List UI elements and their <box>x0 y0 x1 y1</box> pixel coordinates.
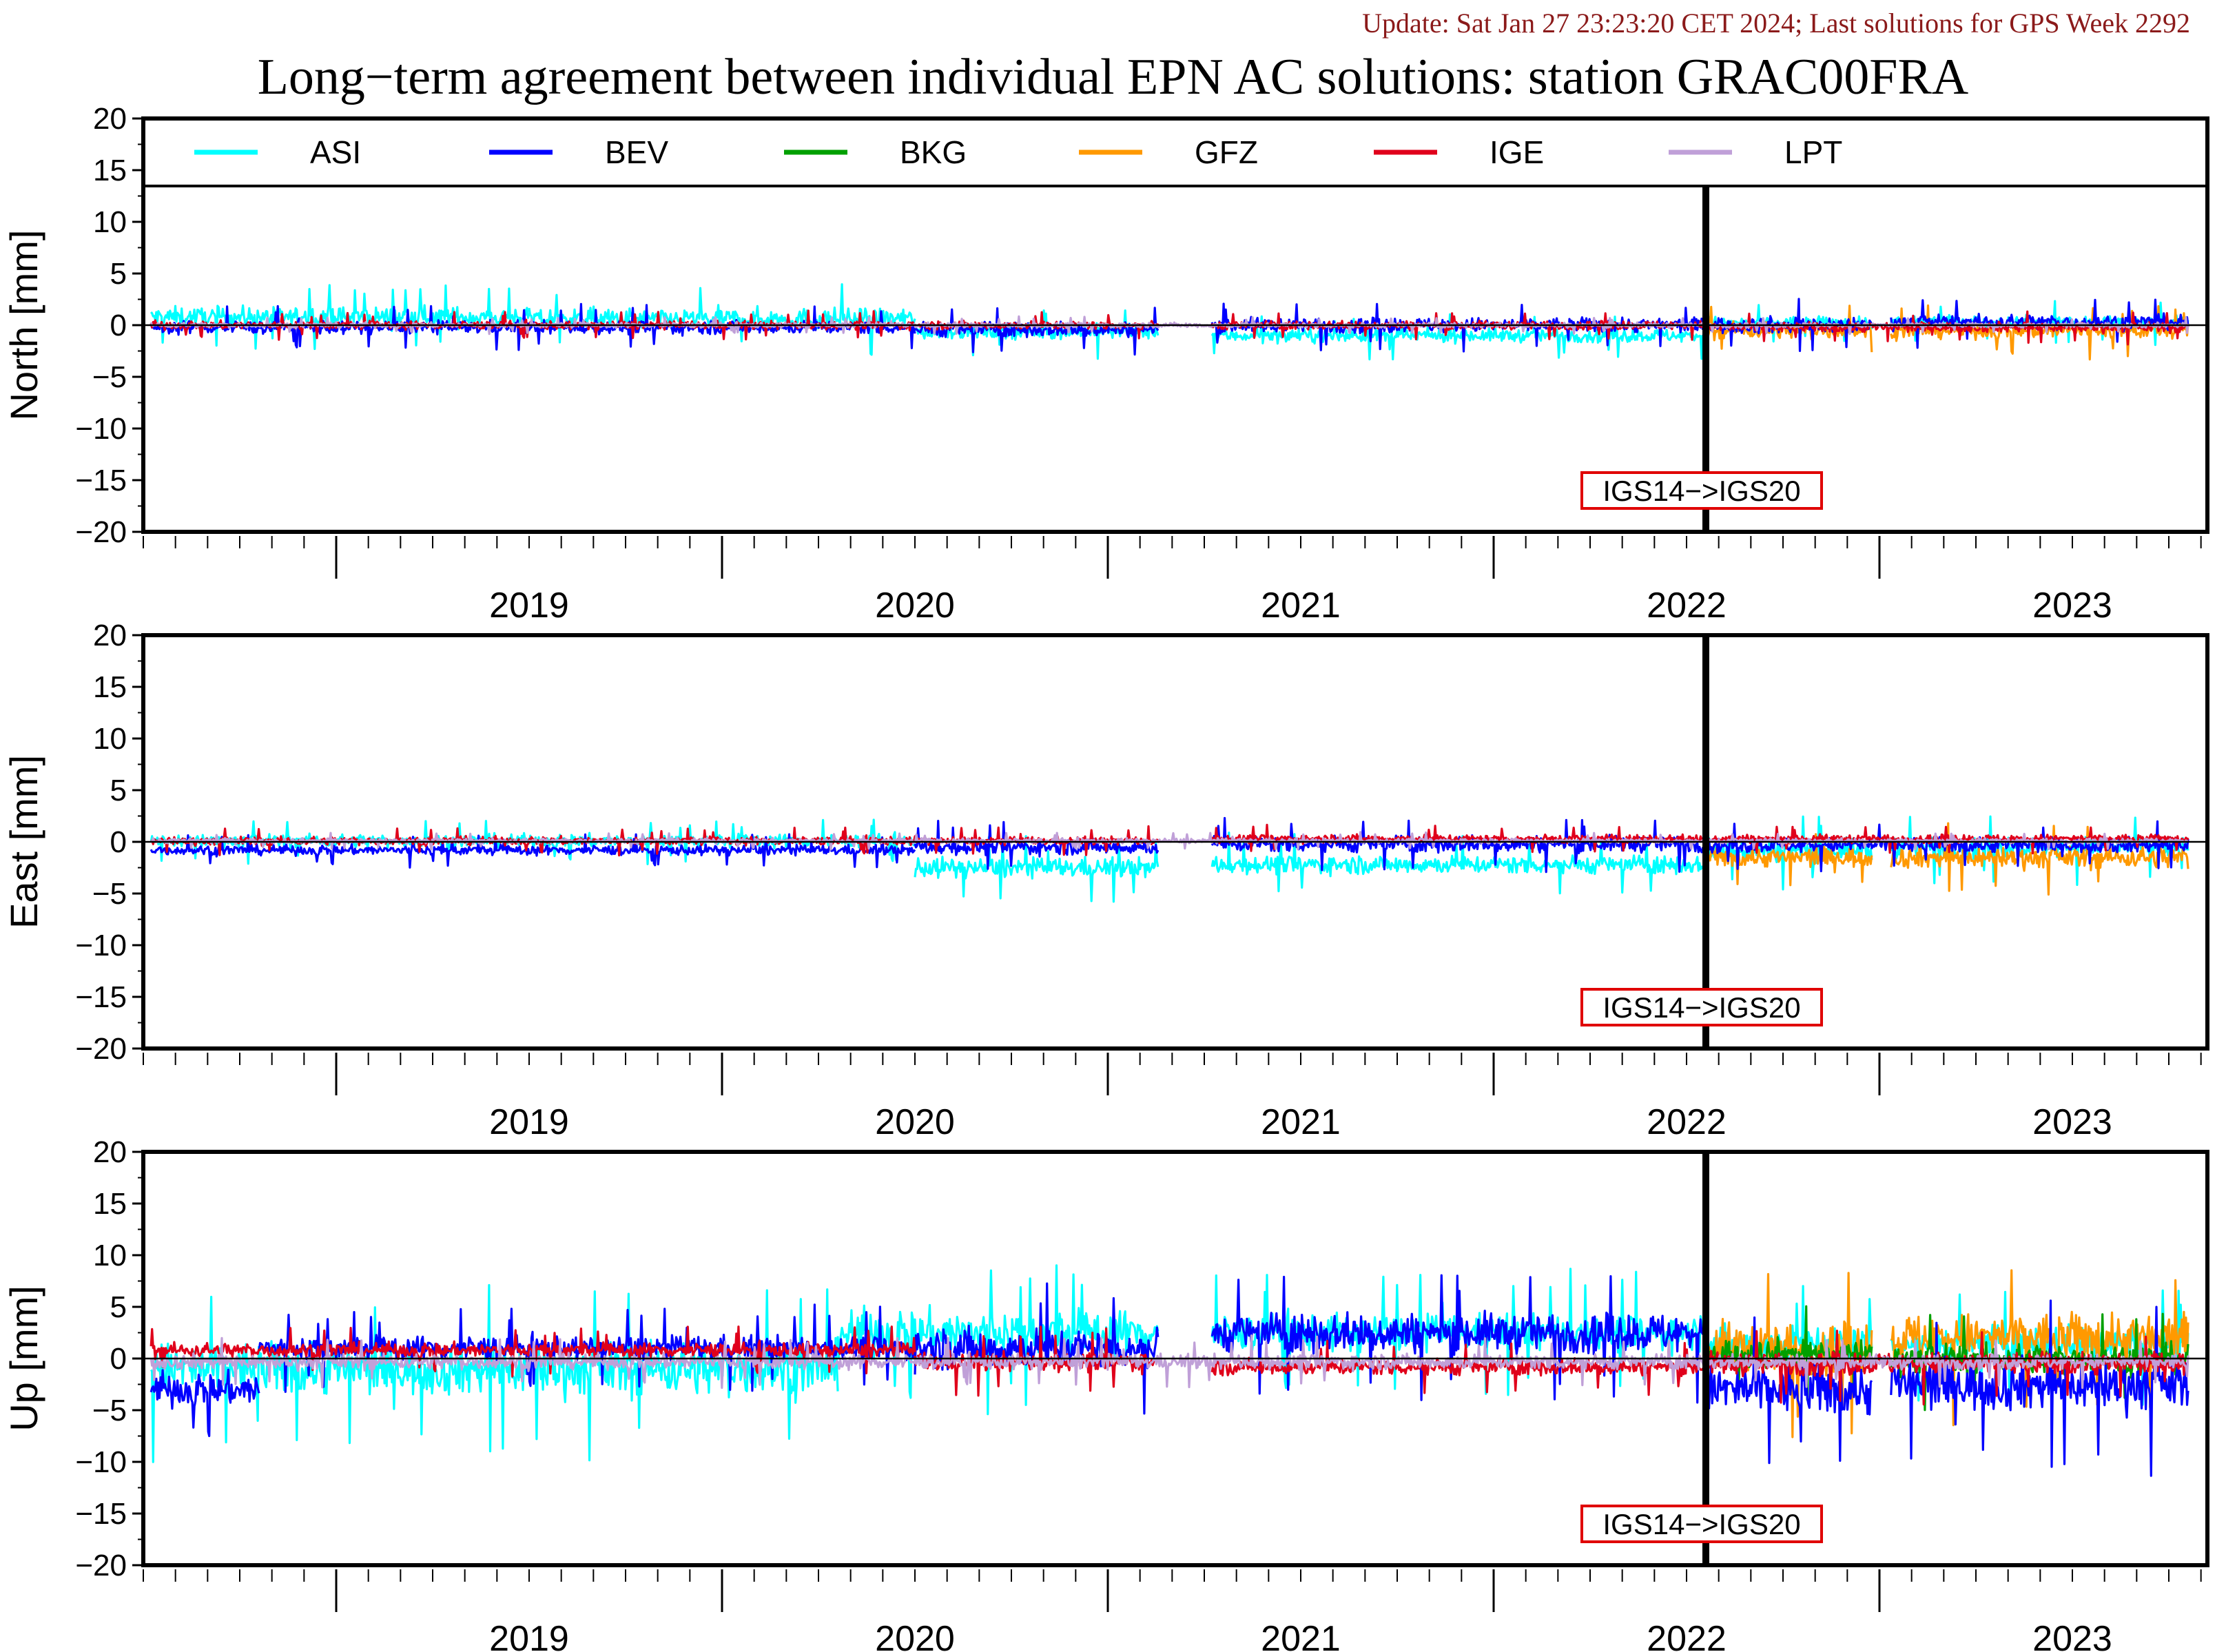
y-tick-label: −10 <box>75 929 127 962</box>
panel-up: IGS14−>IGS20 20 15 10 5 0 −5 −10 −15 −20 Up [mm] 20… <box>2 1135 2209 1652</box>
series-line-asi <box>528 283 916 356</box>
x-year-label: 2020 <box>875 1619 955 1652</box>
x-year-label: 2021 <box>1261 1102 1341 1142</box>
y-tick-label: 5 <box>110 257 127 291</box>
legend: ASI BEV BKG GFZ IGE LPT <box>141 116 2209 534</box>
x-year-label: 2023 <box>2032 586 2112 626</box>
y-tick-label: −10 <box>75 412 127 446</box>
series-line-asi <box>1210 313 1707 361</box>
y-tick-label: 0 <box>110 309 127 342</box>
x-year-label: 2021 <box>1261 1619 1341 1652</box>
y-tick-label: −5 <box>92 360 127 394</box>
series-line-gfz <box>1890 822 2189 896</box>
x-year-label: 2020 <box>875 1102 955 1142</box>
legend-bg <box>143 118 2207 186</box>
y-tick-label: 5 <box>110 1290 127 1324</box>
update-timestamp: Update: Sat Jan 27 23:23:20 CET 2024; La… <box>1362 8 2190 39</box>
series-line-bev <box>150 833 916 869</box>
legend-label-lpt: LPT <box>1784 134 1842 170</box>
y-tick-label: 10 <box>93 205 127 239</box>
panel-north: IGS14−>IGS20 20 15 10 5 0 −5 −10 −15 −20 North [mm… <box>2 102 2209 626</box>
y-tick-label: −20 <box>75 515 127 549</box>
annotation-box <box>1580 988 1823 1026</box>
y-tick-label: 0 <box>110 825 127 859</box>
y-tick-label: 20 <box>93 619 127 652</box>
y-tick-label: 20 <box>93 1135 127 1169</box>
series-line-gfz <box>1890 1269 2189 1427</box>
panel-east: IGS14−>IGS20 20 15 10 5 0 −5 −10 −15 −20 East [mm]… <box>2 619 2209 1142</box>
series-line-bev <box>150 1368 260 1438</box>
annotation-text: IGS14−>IGS20 <box>1602 1508 1800 1540</box>
annotation-text: IGS14−>IGS20 <box>1602 475 1800 507</box>
x-year-label: 2023 <box>2032 1619 2112 1652</box>
annotation-box <box>1580 471 1823 510</box>
y-axis-label: North [mm] <box>2 230 45 421</box>
legend-label-gfz: GFZ <box>1195 134 1258 170</box>
y-tick-label: 15 <box>93 670 127 704</box>
series-line-asi <box>150 284 530 351</box>
legend-label-bev: BEV <box>605 134 668 170</box>
x-year-label: 2019 <box>489 586 569 626</box>
annotation-text: IGS14−>IGS20 <box>1602 991 1800 1024</box>
series-line-asi <box>150 1283 839 1463</box>
series-group <box>150 1264 2189 1477</box>
x-year-label: 2022 <box>1647 1619 1727 1652</box>
y-tick-label: −5 <box>92 1394 127 1427</box>
y-tick-label: −15 <box>75 980 127 1014</box>
series-line-ige <box>1210 1339 1707 1396</box>
legend-label-ige: IGE <box>1490 134 1544 170</box>
y-axis-label: Up [mm] <box>2 1286 45 1432</box>
series-line-gfz <box>1704 304 1873 353</box>
y-tick-label: 20 <box>93 102 127 136</box>
x-year-label: 2019 <box>489 1102 569 1142</box>
chart-title: Long−term agreement between individual E… <box>257 49 1969 105</box>
y-tick-label: −15 <box>75 464 127 497</box>
series-group <box>150 815 2189 903</box>
y-tick-label: 10 <box>93 1239 127 1272</box>
y-tick-label: 5 <box>110 774 127 807</box>
legend-label-bkg: BKG <box>900 134 967 170</box>
series-line-bev <box>914 820 1160 870</box>
x-year-label: 2022 <box>1647 586 1727 626</box>
y-tick-label: 15 <box>93 1187 127 1221</box>
annotation-box <box>1580 1505 1823 1543</box>
x-year-label: 2020 <box>875 586 955 626</box>
y-tick-label: −5 <box>92 877 127 911</box>
x-year-label: 2021 <box>1261 586 1341 626</box>
y-tick-label: −20 <box>75 1032 127 1066</box>
series-line-ige <box>1704 1330 2189 1406</box>
panel-frame-overlay <box>141 116 2209 534</box>
y-tick-label: −20 <box>75 1549 127 1582</box>
legend-label-asi: ASI <box>310 134 361 170</box>
x-year-label: 2019 <box>489 1619 569 1652</box>
series-group <box>150 283 2189 361</box>
y-axis-label: East [mm] <box>2 755 45 929</box>
series-line-asi <box>914 835 1160 903</box>
y-tick-label: −10 <box>75 1445 127 1479</box>
y-tick-label: 0 <box>110 1342 127 1376</box>
y-tick-label: 10 <box>93 722 127 756</box>
series-line-bev <box>1704 1316 1873 1465</box>
series-line-bev <box>914 1282 1160 1415</box>
series-line-lpt <box>150 1334 2189 1390</box>
y-tick-label: 15 <box>93 154 127 187</box>
x-year-label: 2023 <box>2032 1102 2112 1142</box>
x-year-label: 2022 <box>1647 1102 1727 1142</box>
y-tick-label: −15 <box>75 1497 127 1531</box>
